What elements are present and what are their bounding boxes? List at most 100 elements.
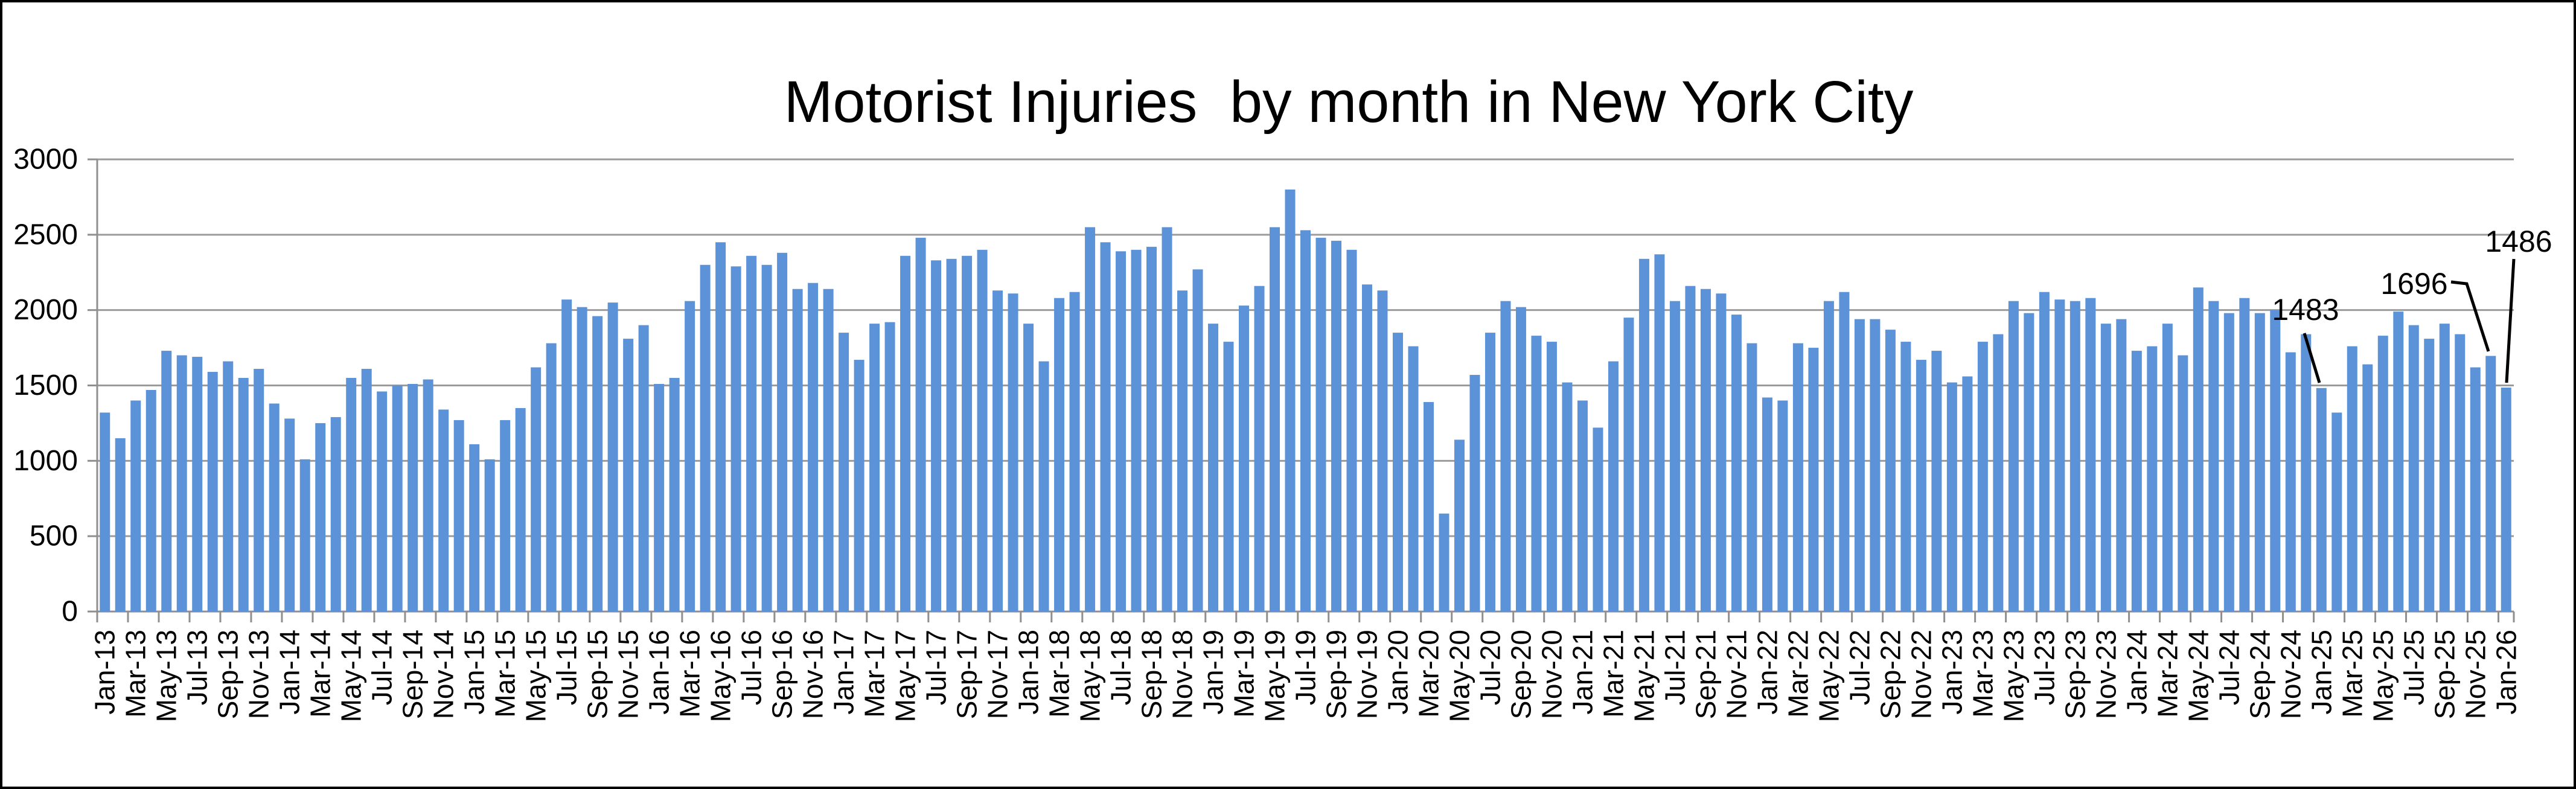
bar (1993, 334, 2004, 612)
bar (1685, 286, 1696, 612)
bar (1623, 318, 1634, 612)
bar (1854, 319, 1865, 612)
x-tick-label: Sep-13 (213, 630, 244, 719)
bar (1916, 360, 1926, 612)
bar (839, 333, 849, 612)
x-tick-label: Mar-19 (1229, 630, 1260, 718)
x-tick-label: Jul-25 (2398, 630, 2429, 705)
bar (531, 367, 542, 612)
bar (992, 290, 1003, 612)
x-tick-label: Sep-21 (1690, 630, 1721, 719)
x-tick-label: Jan-18 (1013, 630, 1044, 715)
bar (2393, 311, 2404, 612)
bar (854, 360, 865, 612)
bar (1285, 189, 1296, 612)
bar (1792, 343, 1803, 612)
x-tick-label: May-25 (2367, 630, 2399, 722)
x-tick-label: Sep-14 (397, 630, 429, 719)
bar (577, 307, 587, 612)
y-tick-label: 3000 (13, 144, 78, 176)
bar (469, 444, 480, 612)
bar (808, 283, 819, 612)
bar (377, 391, 388, 612)
x-tick-label: Mar-24 (2152, 630, 2183, 718)
bar (2239, 298, 2250, 612)
x-tick-label: Jul-15 (551, 630, 583, 705)
bar (1900, 342, 1911, 612)
bar (1593, 427, 1603, 612)
bar (1177, 290, 1188, 612)
bar (1116, 251, 1127, 612)
bar (792, 289, 803, 612)
x-tick-label: Jan-17 (828, 630, 860, 715)
annotation-label: 1483 (2272, 293, 2339, 327)
x-tick-label: May-19 (1259, 630, 1291, 722)
bar (515, 407, 526, 612)
x-tick-label: Mar-17 (859, 630, 890, 718)
x-tick-label: Jul-20 (1474, 630, 1506, 705)
bar (2116, 319, 2127, 612)
x-tick-label: May-23 (1998, 630, 2029, 722)
x-tick-label: May-24 (2182, 630, 2214, 722)
bar (223, 361, 234, 612)
x-tick-label: Mar-16 (674, 630, 706, 718)
bar (1131, 249, 1142, 612)
bar (1931, 351, 1942, 612)
bar (238, 378, 249, 612)
bar (1700, 289, 1711, 612)
bar (962, 255, 973, 612)
annotation-label: 1696 (2380, 267, 2447, 301)
bar (1654, 254, 1665, 612)
x-tick-label: Nov-14 (428, 630, 459, 719)
x-tick-label: May-14 (336, 630, 367, 722)
x-tick-label: May-20 (1443, 630, 1475, 722)
bar (2455, 334, 2466, 612)
x-tick-label: Nov-16 (797, 630, 829, 719)
x-tick-label: May-17 (890, 630, 921, 722)
bar (1162, 227, 1172, 612)
bar (1038, 361, 1049, 612)
bar (1669, 301, 1680, 612)
bar (1377, 290, 1388, 612)
bar (2131, 351, 2142, 612)
x-tick-label: Nov-23 (2090, 630, 2121, 719)
bar (2162, 324, 2173, 612)
x-tick-label: Jan-23 (1936, 630, 1967, 715)
bar (900, 255, 911, 612)
bar (746, 255, 757, 612)
x-tick-label: Jul-21 (1659, 630, 1690, 705)
bar (2332, 412, 2342, 612)
bar (1870, 319, 1881, 612)
x-tick-label: Nov-25 (2459, 630, 2491, 719)
bar (1392, 333, 1403, 612)
bar (1531, 336, 1542, 612)
bar (1239, 305, 1250, 612)
bar (2193, 287, 2204, 612)
bar (1731, 315, 1742, 612)
x-tick-label: May-18 (1075, 630, 1106, 722)
x-tick-label: Nov-21 (1721, 630, 1752, 719)
y-tick-label: 2500 (13, 219, 78, 251)
bar (392, 385, 403, 612)
x-tick-label: Nov-17 (982, 630, 1014, 719)
bar (269, 403, 280, 612)
bar (761, 264, 772, 612)
bar (1023, 324, 1034, 612)
bar (1777, 400, 1788, 612)
bar (2024, 313, 2034, 612)
bar (546, 343, 557, 612)
bar (607, 302, 618, 612)
bar (2085, 298, 2096, 612)
x-tick-label: Jul-17 (921, 630, 952, 705)
bar (1008, 293, 1018, 612)
bar (1408, 346, 1419, 612)
x-tick-label: Nov-15 (613, 630, 644, 719)
x-tick-label: Jul-19 (1290, 630, 1322, 705)
bar (1962, 376, 1973, 612)
x-tick-label: Jan-25 (2306, 630, 2337, 715)
bar (2347, 346, 2357, 612)
bar (730, 266, 741, 612)
x-tick-label: Nov-22 (1905, 630, 1937, 719)
x-tick-label: Sep-22 (1874, 630, 1906, 719)
x-tick-label: Jul-18 (1105, 630, 1137, 705)
